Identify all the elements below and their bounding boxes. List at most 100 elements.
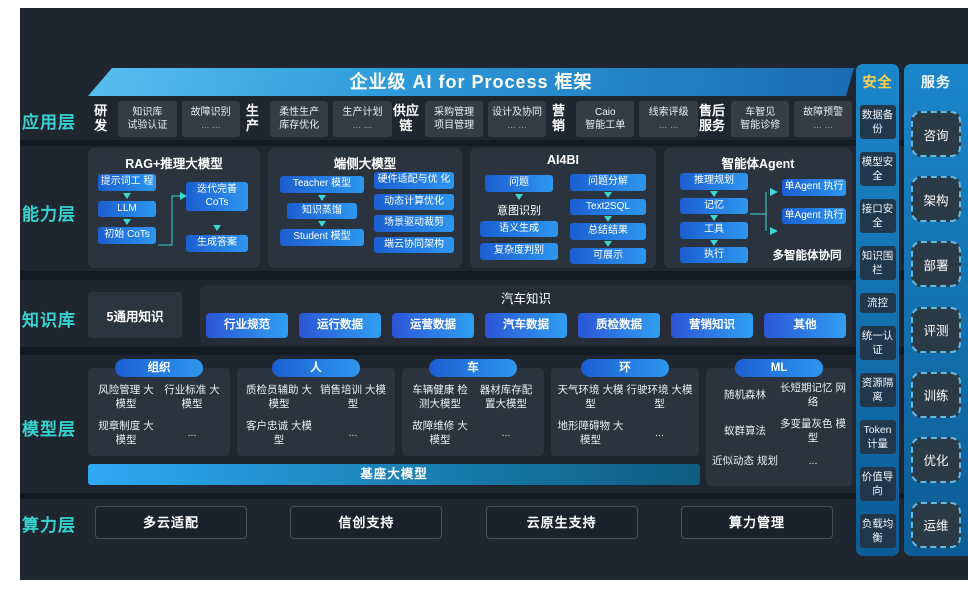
model-group-tag: 环 [581,359,669,377]
feature-pill: 端云协同架构 [374,236,454,253]
app-box-line1: 生产计划 [342,106,383,118]
flow-step: 知识蒸馏 [287,202,357,219]
model-cell: 多变量灰色 模型 [780,418,846,444]
model-cell: ... [655,427,664,440]
service-item: 部署 [911,241,961,288]
app-box-line2: 项目管理 [434,120,475,131]
ai4bi-box-title: AI4BI [547,153,579,167]
arrow-down-icon [318,194,326,201]
auto-knowledge-title: 汽车知识 [500,292,551,306]
model-layer-row: 组织 风险管理 大模型 行业标准 大模型 规章制度 大模型 ... 人 质检员辅… [88,359,852,486]
app-box: 柔性生产 库存优化 [270,101,329,137]
flow-text: 意图识别 [497,204,541,217]
layer-divider [20,347,968,355]
app-layer-label: 应用层 [22,113,76,132]
app-group-production: 生产 柔性生产 库存优化 生产计划 ... ... [240,101,392,137]
app-box-line1: 故障预警 [803,106,844,118]
knowledge-pill: 运行数据 [299,313,381,338]
service-item: 训练 [911,371,961,418]
security-item: 接口安全 [859,198,896,234]
app-box-line1: 线索评级 [648,106,689,118]
arrow-down-icon [515,193,523,200]
arrow-down-icon [710,215,718,221]
security-column: 安全 数据备份 模型安全 接口安全 知识围栏 流控 统一认证 资源隔离 Toke… [856,64,899,556]
arrow-down-icon [604,191,612,198]
model-cell: 销售培训 大模型 [320,384,386,410]
compute-layer-row: 多云适配 信创支持 云原生支持 算力管理 [95,506,833,539]
flow-step: 问题分解 [570,174,646,191]
model-cell: 长短期记忆 网络 [780,382,846,408]
model-group-tag: ML [735,359,823,377]
banner-title-ribbon: 企业级 AI for Process 框架 [88,68,854,96]
app-group-label: 生产 [245,103,259,133]
model-cell: ... [501,427,511,440]
feature-pill: 场景驱动裁剪 [374,215,454,232]
service-item: 架构 [911,176,961,223]
ai4bi-right-flow: 问题分解 Text2SQL 总结结果 可展示 [570,174,646,264]
feature-pill: 硬件适配与优 化 [374,172,454,189]
app-box-line1: 柔性生产 [279,106,320,118]
service-item: 优化 [911,436,961,483]
security-item: Token计量 [859,419,896,454]
model-grid: 天气环境 大模型 行驶环境 大模型 地形障碍物 大模型 ... [551,368,699,454]
app-box: 故障预警 ... ... [794,101,853,137]
app-group-marketing: 营销 Caio 智能工单 线索评级 ... ... [546,101,698,137]
model-grid: 风险管理 大模型 行业标准 大模型 规章制度 大模型 ... [88,368,230,454]
model-cell: 天气环境 大模型 [557,384,624,410]
model-layer-label: 模型层 [22,420,76,439]
model-group-tag: 人 [272,359,360,377]
rag-right-flow: 迭代完善 CoTs 生成答案 [186,182,248,252]
app-box: Caio 智能工单 [576,101,635,137]
app-box-line2: ... ... [352,120,373,131]
model-cell: ... [348,427,358,440]
app-box: 设计及协同 ... ... [488,101,546,137]
app-box-line2: ... ... [658,120,679,131]
app-box-line2: ... ... [507,120,527,131]
app-box: 线索评级 ... ... [639,101,698,137]
app-layer-row: 研发 知识库 试验认证 故障识别 ... ... 生产 柔性生产 库存优化 生产… [88,97,853,141]
flow-step: 问题 [485,175,553,192]
edge-right-list: 硬件适配与优 化 动态计算优化 场景驱动裁剪 端云协同架构 [374,172,454,253]
knowledge-pill: 营销知识 [671,313,753,338]
security-item: 知识围栏 [859,245,896,281]
security-item: 统一认证 [859,325,896,360]
model-cell: 地形障碍物 大模型 [557,420,624,446]
flow-step: 可展示 [570,247,646,264]
app-box: 生产计划 ... ... [333,101,392,137]
app-box-line2: ... ... [813,120,833,131]
agent-executor: 单Agent 执行 [782,207,846,224]
model-grid: 车辆健康 检测大模型 器材库存配 置大模型 故障维修 大模型 ... [402,368,544,454]
auto-knowledge-box: 汽车知识 行业规范 运行数据 运营数据 汽车数据 质检数据 营销知识 其他 [200,285,852,345]
model-group-people: 人 质检员辅助 大模型 销售培训 大模型 客户忠诚 大模型 ... [237,359,395,456]
app-group-label: 售后服务 [698,103,725,133]
edge-left-flow: Teacher 模型 知识蒸馏 Student 模型 [280,176,364,246]
app-box: 知识库 试验认证 [118,101,177,137]
flow-step: 生成答案 [186,235,248,252]
knowledge-pill: 行业规范 [206,313,288,338]
service-item: 评测 [911,306,961,353]
flow-step: 迭代完善 CoTs [186,182,248,211]
capability-layer-label: 能力层 [22,205,76,224]
agent-right-list: 单Agent 执行 单Agent 执行 [782,179,846,224]
layer-divider [20,140,968,146]
arrow-down-icon [213,225,221,231]
model-group-tag: 组织 [115,359,203,377]
knowledge-pill: 质检数据 [578,313,660,338]
flow-step: 总结结果 [570,223,646,240]
flow-step: 复杂度判别 [480,243,558,260]
model-cell: 行驶环境 大模型 [626,384,693,410]
edge-model-box: 端侧大模型 Teacher 模型 知识蒸馏 Student 模型 硬件适配与优 … [268,148,462,268]
banner-title: 企业级 AI for Process 框架 [349,72,593,92]
security-item: 模型安全 [859,151,896,187]
model-cell: 客户忠诚 大模型 [246,420,312,446]
app-box: 采购管理 项目管理 [425,101,484,137]
model-cell: 随机森林 [724,388,766,401]
knowledge-pill-row: 行业规范 运行数据 运营数据 汽车数据 质检数据 营销知识 其他 [200,307,852,338]
base-model-bar: 基座大模型 [88,464,700,485]
model-cell: 车辆健康 检测大模型 [412,384,468,410]
app-box-line1: 设计及协同 [491,106,542,118]
general-knowledge-box: 5通用知识 [88,292,182,338]
model-group-ml: ML 随机森林 长短期记忆 网络 蚁群算法 多变量灰色 模型 近似动态 规划 .… [706,359,852,486]
model-group-vehicle: 车 车辆健康 检测大模型 器材库存配 置大模型 故障维修 大模型 ... [402,359,544,456]
